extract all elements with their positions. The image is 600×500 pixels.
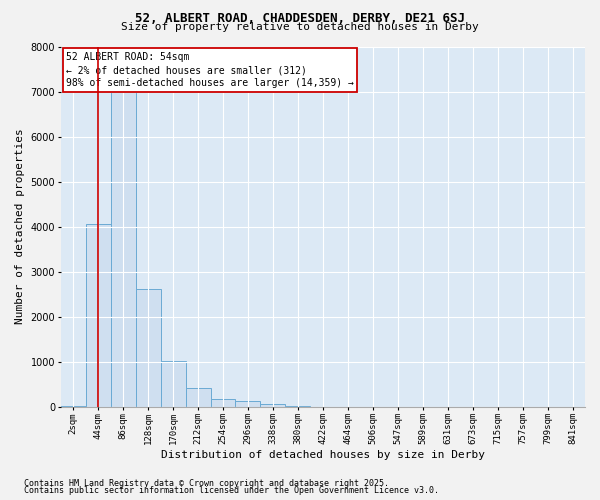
- Bar: [235, 401, 260, 406]
- Bar: [136, 288, 161, 406]
- Text: Size of property relative to detached houses in Derby: Size of property relative to detached ho…: [121, 22, 479, 32]
- Bar: [260, 404, 286, 406]
- X-axis label: Distribution of detached houses by size in Derby: Distribution of detached houses by size …: [161, 450, 485, 460]
- Text: Contains HM Land Registry data © Crown copyright and database right 2025.: Contains HM Land Registry data © Crown c…: [24, 478, 389, 488]
- Text: Contains public sector information licensed under the Open Government Licence v3: Contains public sector information licen…: [24, 486, 439, 495]
- Y-axis label: Number of detached properties: Number of detached properties: [15, 128, 25, 324]
- Text: 52 ALBERT ROAD: 54sqm
← 2% of detached houses are smaller (312)
98% of semi-deta: 52 ALBERT ROAD: 54sqm ← 2% of detached h…: [66, 52, 354, 88]
- Bar: [86, 224, 110, 406]
- Bar: [161, 361, 185, 406]
- Bar: [110, 69, 136, 406]
- Text: 52, ALBERT ROAD, CHADDESDEN, DERBY, DE21 6SJ: 52, ALBERT ROAD, CHADDESDEN, DERBY, DE21…: [135, 12, 465, 26]
- Bar: [211, 399, 235, 406]
- Bar: [185, 388, 211, 406]
